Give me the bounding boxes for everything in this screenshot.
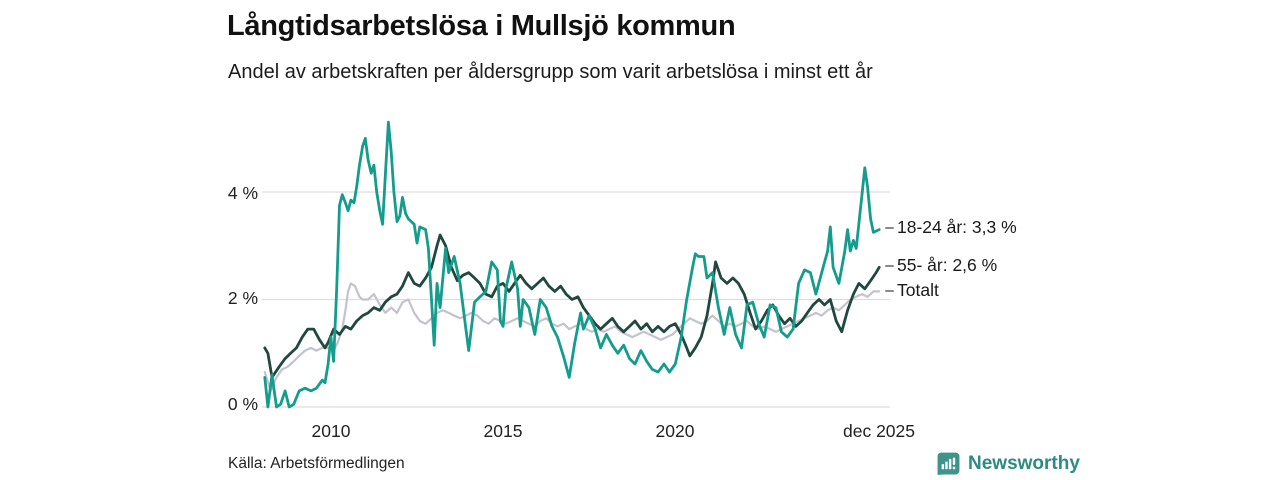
series-label-55: 55- år: 2,6 %: [897, 255, 998, 275]
x-axis-tick-2020: 2020: [655, 421, 695, 441]
newsworthy-brand-name: Newsworthy: [968, 453, 1080, 474]
x-axis-tick-dec-2025: dec 2025: [842, 421, 916, 441]
leader-tick-18-24: [885, 227, 894, 229]
y-axis-tick-4: 4 %: [227, 183, 258, 203]
series-label-totalt: Totalt: [897, 280, 939, 300]
newsworthy-brand: Newsworthy: [936, 451, 1080, 476]
page-title: Långtidsarbetslösa i Mullsjö kommun: [227, 10, 736, 42]
y-axis-tick-2: 2 %: [227, 288, 258, 308]
leader-tick-55: [885, 265, 894, 267]
leader-tick-totalt: [885, 290, 894, 292]
source-note: Källa: Arbetsförmedlingen: [228, 455, 405, 472]
page-subtitle: Andel av arbetskraften per åldersgrupp s…: [228, 61, 873, 83]
x-axis-tick-2015: 2015: [483, 421, 523, 441]
newsworthy-logo-icon: [937, 452, 960, 475]
series-label-18-24: 18-24 år: 3,3 %: [897, 217, 1017, 237]
x-axis-tick-2010: 2010: [311, 421, 351, 441]
y-axis-tick-0: 0 %: [227, 394, 258, 414]
